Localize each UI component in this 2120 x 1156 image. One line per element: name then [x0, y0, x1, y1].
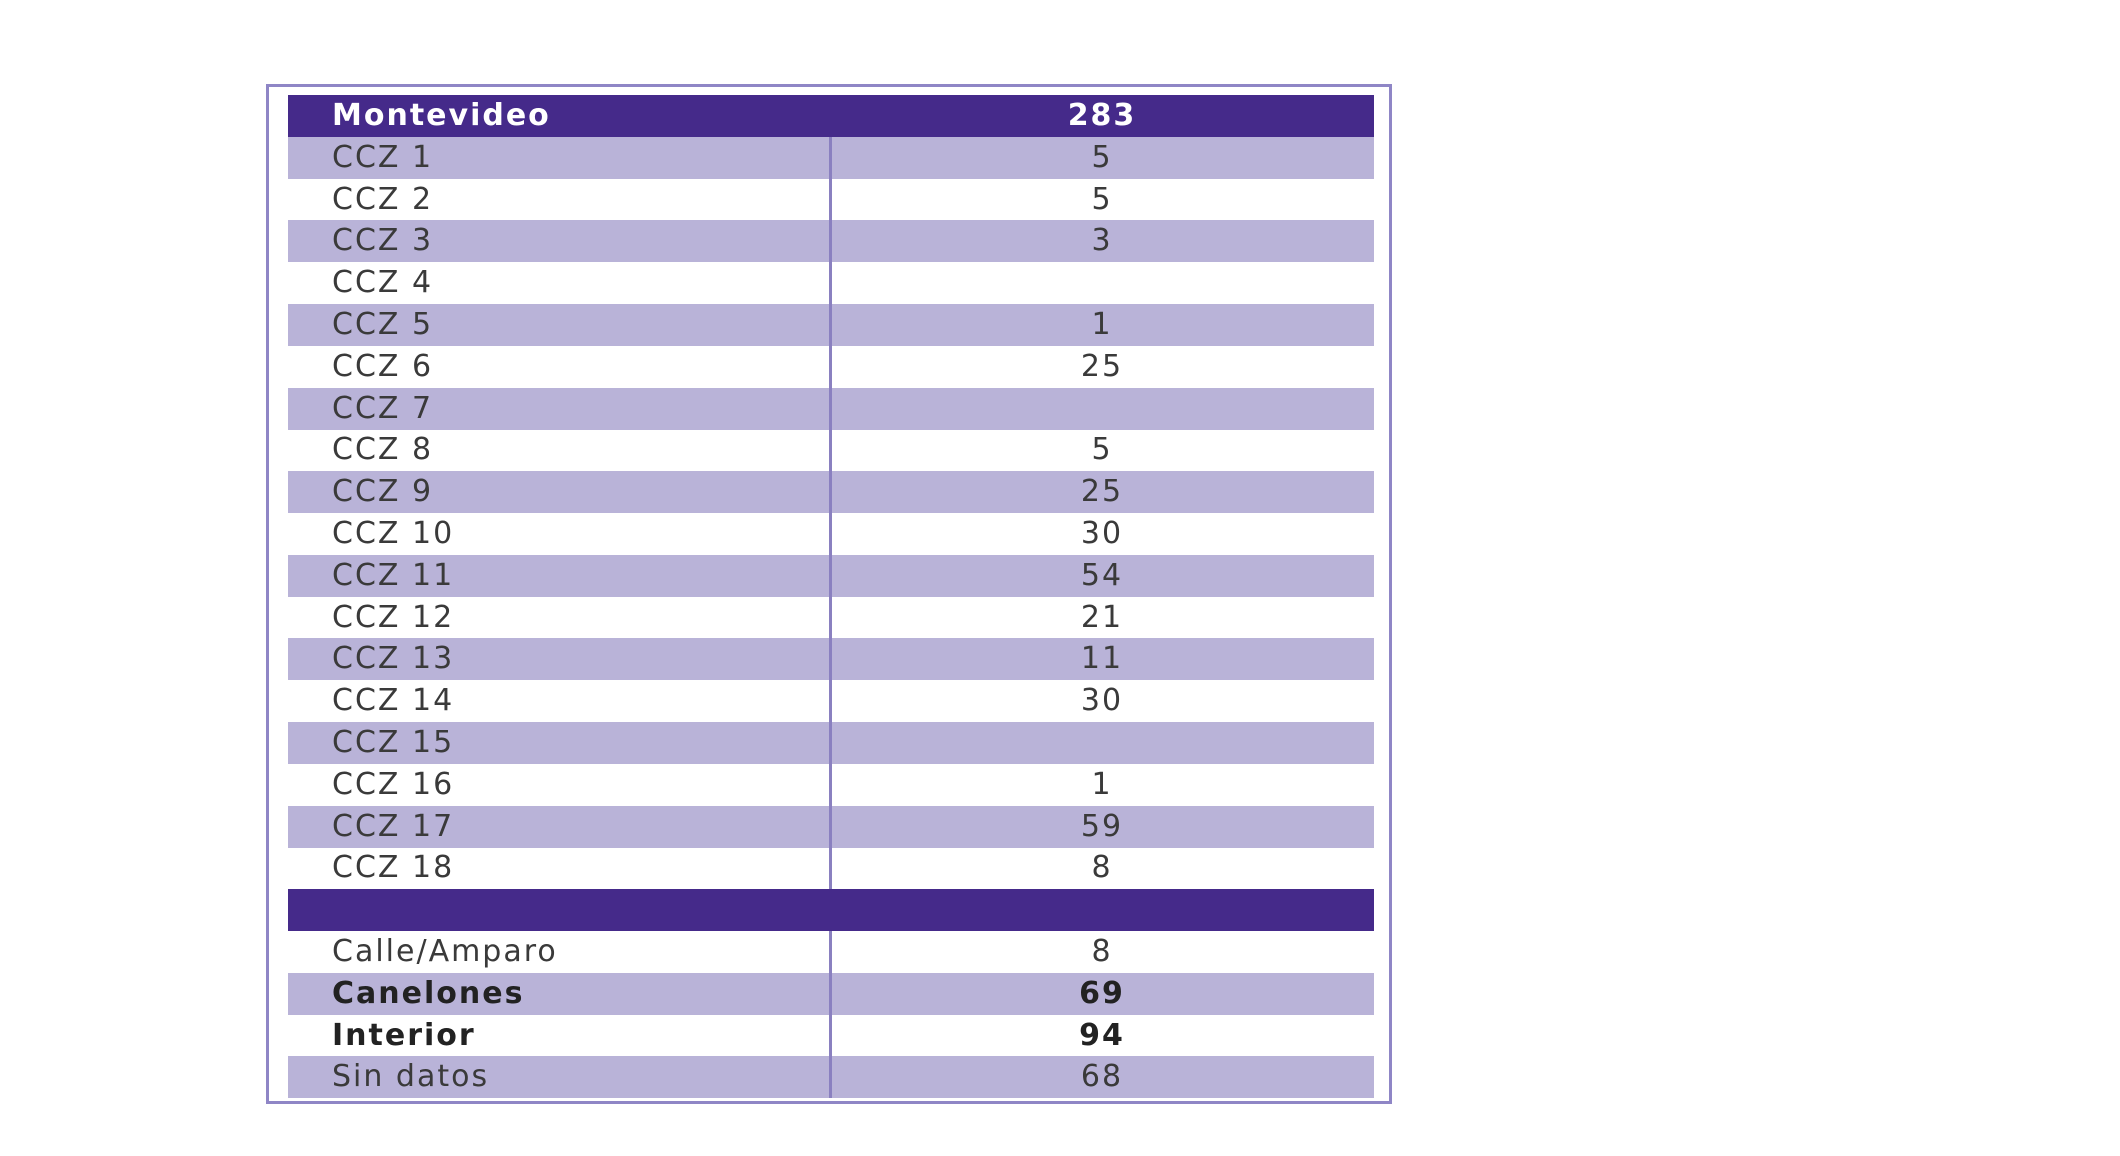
table-row: CCZ 14 30	[288, 680, 1374, 723]
row-value: 54	[1080, 557, 1124, 593]
row-label: CCZ 1	[332, 139, 434, 175]
column-divider	[829, 387, 832, 430]
column-divider	[829, 1014, 832, 1057]
row-value: 1	[1091, 307, 1113, 342]
table-row: CCZ 3 3	[288, 220, 1374, 263]
column-divider	[829, 304, 832, 346]
table-row: CCZ 17 59	[288, 805, 1374, 848]
column-divider	[829, 680, 832, 723]
column-divider	[829, 345, 832, 388]
row-value: 1	[1091, 766, 1113, 802]
table-row: CCZ 16 1	[288, 763, 1374, 806]
row-label: CCZ 15	[332, 725, 455, 760]
table-row: CCZ 4	[288, 262, 1374, 305]
table-row: CCZ 2 5	[288, 178, 1374, 221]
table-row: CCZ 9 25	[288, 471, 1374, 514]
table-row: CCZ 13 11	[288, 638, 1374, 681]
row-label: CCZ 14	[332, 683, 455, 719]
column-divider	[829, 722, 832, 764]
column-divider	[829, 972, 832, 1015]
table-row: CCZ 11 54	[288, 554, 1374, 597]
row-value: 5	[1091, 181, 1113, 217]
table-row: CCZ 12 21	[288, 596, 1374, 639]
row-label: CCZ 3	[332, 223, 434, 259]
table-row: CCZ 10 30	[288, 513, 1374, 555]
column-divider	[829, 429, 832, 472]
table-row	[288, 889, 1374, 932]
column-divider	[829, 931, 832, 973]
row-value: 8	[1091, 850, 1113, 886]
column-divider	[829, 262, 832, 305]
table-frame	[266, 84, 1392, 1104]
row-label: CCZ 18	[332, 850, 455, 886]
row-label: Canelones	[332, 975, 525, 1011]
row-label: CCZ 11	[332, 557, 455, 593]
column-divider	[829, 763, 832, 806]
column-divider	[829, 638, 832, 681]
column-divider	[829, 513, 832, 555]
table-row: Interior 94	[288, 1014, 1374, 1057]
row-value: 5	[1091, 139, 1113, 175]
row-value: 11	[1080, 641, 1124, 677]
row-label: CCZ 4	[332, 265, 434, 301]
row-value: 25	[1080, 348, 1124, 384]
column-divider	[829, 847, 832, 890]
table-row: CCZ 8 5	[288, 429, 1374, 472]
column-divider	[829, 220, 832, 263]
column-divider	[829, 554, 832, 597]
row-value: 8	[1091, 934, 1113, 969]
row-value: 69	[1079, 975, 1125, 1011]
row-label: CCZ 9	[332, 474, 434, 510]
row-value: 25	[1080, 474, 1124, 510]
row-value: 59	[1080, 808, 1124, 844]
row-label: CCZ 6	[332, 348, 434, 384]
row-label: CCZ 7	[332, 390, 434, 426]
column-divider	[829, 1056, 832, 1099]
row-value: 30	[1080, 516, 1124, 551]
table-row: CCZ 6 25	[288, 345, 1374, 388]
table-row: CCZ 18 8	[288, 847, 1374, 890]
column-divider	[829, 136, 832, 179]
row-value: 3	[1091, 223, 1113, 259]
row-label: CCZ 8	[332, 432, 434, 468]
row-value: 5	[1091, 432, 1113, 468]
row-value: 94	[1079, 1017, 1125, 1053]
row-label: CCZ 10	[332, 516, 455, 551]
column-divider	[829, 178, 832, 221]
row-label: Montevideo	[332, 98, 551, 133]
row-label: Calle/Amparo	[332, 934, 558, 969]
row-label: CCZ 5	[332, 307, 434, 342]
row-label: CCZ 12	[332, 599, 455, 635]
table-row: Canelones 69	[288, 972, 1374, 1015]
table-row: CCZ 15	[288, 722, 1374, 764]
row-label: CCZ 13	[332, 641, 455, 677]
row-label: Interior	[332, 1017, 476, 1053]
table-row: Montevideo 283	[288, 95, 1374, 137]
row-label: Sin datos	[332, 1059, 490, 1095]
table-row: Sin datos 68	[288, 1056, 1374, 1099]
table-row: CCZ 7	[288, 387, 1374, 430]
column-divider	[829, 471, 832, 514]
row-label: CCZ 17	[332, 808, 455, 844]
row-value: 283	[1067, 98, 1137, 133]
row-label: CCZ 2	[332, 181, 434, 217]
row-value: 30	[1080, 683, 1124, 719]
table-row: CCZ 1 5	[288, 136, 1374, 179]
column-divider	[829, 805, 832, 848]
column-divider	[829, 596, 832, 639]
table-row: Calle/Amparo 8	[288, 931, 1374, 973]
table-row: CCZ 5 1	[288, 304, 1374, 346]
row-value: 21	[1080, 599, 1124, 635]
row-label: CCZ 16	[332, 766, 455, 802]
row-value: 68	[1080, 1059, 1124, 1095]
